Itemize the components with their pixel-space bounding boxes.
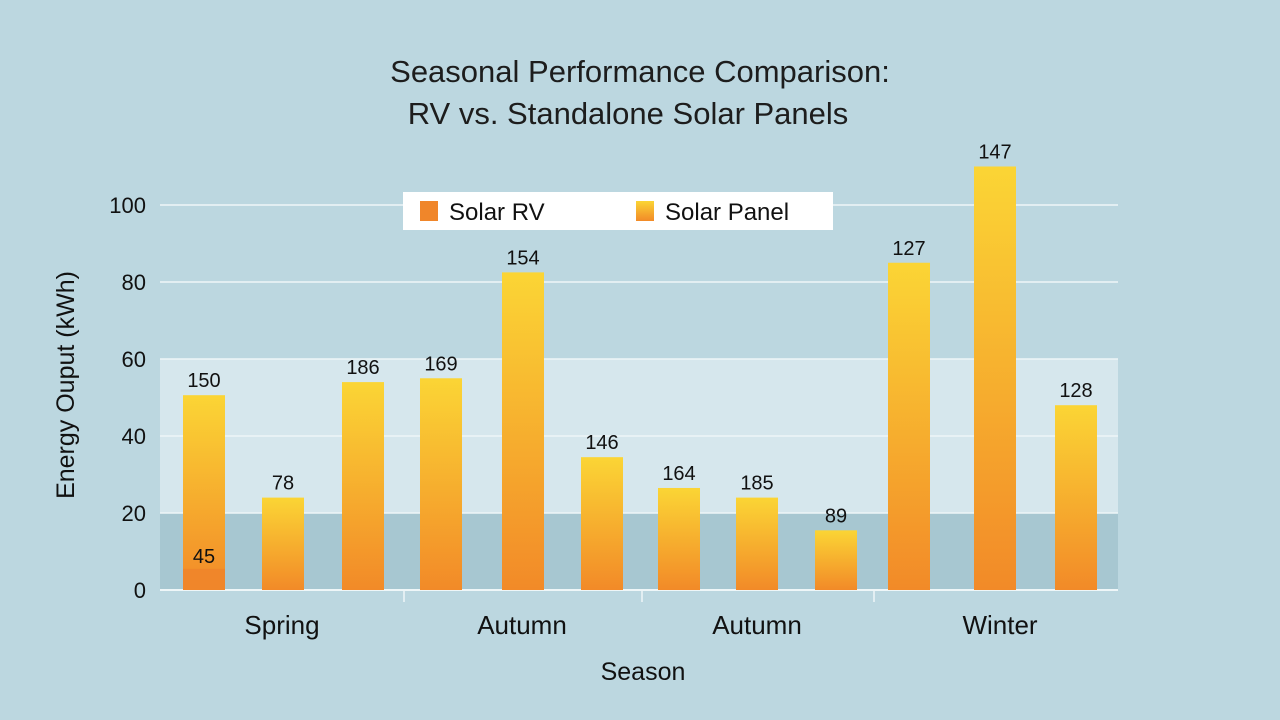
chart-title-line-1: Seasonal Performance Comparison: <box>390 54 890 89</box>
bar-solar-panel <box>420 378 462 590</box>
bar-solar-panel <box>658 487 700 590</box>
legend-label-solar-panel: Solar Panel <box>665 199 789 226</box>
data-label: 146 <box>585 432 618 454</box>
data-label: 186 <box>346 357 379 379</box>
x-axis-label: Season <box>601 658 686 686</box>
background-band <box>160 513 1118 590</box>
data-label: 128 <box>1059 380 1092 402</box>
legend-box <box>403 192 833 230</box>
chart-title-line-2: RV vs. Standalone Solar Panels <box>408 96 849 131</box>
bar-solar-panel <box>342 382 384 590</box>
x-category-label: Winter <box>962 610 1037 640</box>
bar-solar-panel <box>736 497 778 590</box>
bar-solar-panel <box>262 497 304 590</box>
x-category-label: Autumn <box>712 610 802 640</box>
data-label: 150 <box>187 370 220 392</box>
data-label: 185 <box>740 473 773 495</box>
x-category-label: Autumn <box>477 610 567 640</box>
y-tick-label: 0 <box>134 578 146 603</box>
bar-solar-panel <box>502 272 544 590</box>
y-tick-label: 100 <box>109 193 146 218</box>
legend: Solar RV Solar Panel <box>403 192 833 230</box>
data-label: 147 <box>978 142 1011 164</box>
bar-solar-panel <box>581 457 623 590</box>
legend-label-solar-rv: Solar RV <box>449 199 545 226</box>
legend-swatch-solar-rv <box>420 201 438 221</box>
y-tick-label: 60 <box>122 347 146 372</box>
legend-swatch-solar-panel <box>636 201 654 221</box>
bar-solar-panel <box>183 395 225 590</box>
data-label: 127 <box>892 238 925 260</box>
bar-solar-rv <box>183 568 225 590</box>
data-label: 169 <box>424 353 457 375</box>
y-axis-label: Energy Ouput (kWh) <box>52 271 80 499</box>
y-tick-label: 20 <box>122 501 146 526</box>
data-label: 78 <box>272 473 294 495</box>
data-label: 89 <box>825 505 847 527</box>
data-label: 164 <box>662 463 695 485</box>
x-category-label: Spring <box>244 610 319 640</box>
y-tick-label: 40 <box>122 424 146 449</box>
bar-solar-panel <box>1055 405 1097 590</box>
bar-solar-panel <box>974 166 1016 590</box>
bar-solar-panel <box>815 530 857 590</box>
y-tick-label: 80 <box>122 270 146 295</box>
data-label: 45 <box>193 546 215 568</box>
data-label: 154 <box>506 247 539 269</box>
bar-solar-panel <box>888 262 930 590</box>
